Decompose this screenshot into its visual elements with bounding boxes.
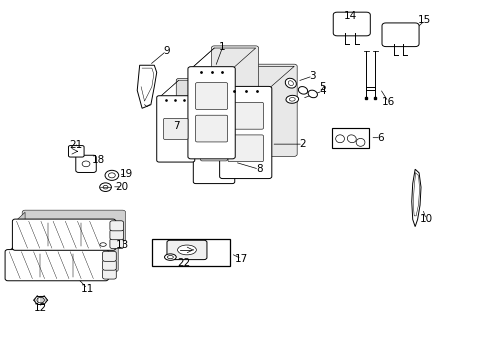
FancyBboxPatch shape — [227, 102, 263, 129]
Polygon shape — [8, 243, 18, 279]
FancyBboxPatch shape — [332, 12, 369, 36]
Text: 1: 1 — [219, 42, 225, 52]
Text: 6: 6 — [377, 133, 384, 143]
FancyBboxPatch shape — [102, 251, 116, 261]
FancyBboxPatch shape — [12, 219, 116, 250]
Text: 13: 13 — [116, 239, 129, 249]
FancyBboxPatch shape — [200, 140, 227, 161]
Ellipse shape — [335, 135, 344, 143]
Bar — [331, 128, 368, 148]
Text: 3: 3 — [309, 71, 315, 81]
Text: 16: 16 — [381, 97, 394, 107]
Ellipse shape — [346, 135, 355, 143]
FancyBboxPatch shape — [163, 118, 187, 139]
Text: 4: 4 — [319, 86, 325, 96]
Text: 11: 11 — [81, 284, 94, 294]
FancyBboxPatch shape — [244, 64, 297, 156]
Text: 9: 9 — [163, 46, 169, 56]
Circle shape — [103, 185, 108, 189]
Ellipse shape — [355, 138, 364, 146]
Ellipse shape — [100, 243, 106, 246]
Polygon shape — [15, 212, 25, 248]
FancyBboxPatch shape — [166, 240, 206, 260]
FancyBboxPatch shape — [227, 135, 263, 162]
FancyBboxPatch shape — [195, 115, 227, 142]
Ellipse shape — [177, 245, 196, 255]
Bar — [152, 239, 229, 266]
Ellipse shape — [97, 241, 109, 248]
Text: 5: 5 — [319, 82, 325, 92]
FancyBboxPatch shape — [219, 86, 271, 179]
Text: 20: 20 — [115, 182, 128, 192]
Circle shape — [100, 183, 111, 192]
FancyBboxPatch shape — [157, 96, 194, 162]
FancyBboxPatch shape — [102, 260, 116, 270]
FancyBboxPatch shape — [110, 230, 123, 240]
Text: 15: 15 — [417, 15, 430, 26]
FancyBboxPatch shape — [76, 155, 96, 172]
Text: 14: 14 — [344, 11, 357, 21]
FancyBboxPatch shape — [110, 221, 123, 231]
Ellipse shape — [289, 98, 295, 101]
Text: 17: 17 — [234, 254, 248, 264]
FancyBboxPatch shape — [381, 23, 418, 46]
FancyBboxPatch shape — [110, 239, 123, 249]
Ellipse shape — [287, 81, 293, 86]
Ellipse shape — [285, 78, 296, 88]
FancyBboxPatch shape — [193, 117, 234, 184]
FancyBboxPatch shape — [187, 67, 235, 159]
Circle shape — [37, 297, 44, 303]
Text: 8: 8 — [255, 164, 262, 174]
FancyBboxPatch shape — [211, 46, 258, 138]
FancyBboxPatch shape — [195, 83, 227, 109]
FancyBboxPatch shape — [213, 99, 255, 166]
Text: 12: 12 — [34, 303, 47, 313]
Circle shape — [105, 170, 119, 180]
Ellipse shape — [167, 256, 173, 259]
Text: 21: 21 — [69, 140, 83, 150]
FancyBboxPatch shape — [5, 249, 108, 281]
FancyBboxPatch shape — [176, 78, 214, 145]
Ellipse shape — [164, 254, 176, 260]
Text: 19: 19 — [120, 168, 133, 179]
FancyBboxPatch shape — [102, 269, 116, 279]
FancyBboxPatch shape — [15, 240, 118, 272]
FancyBboxPatch shape — [22, 210, 125, 241]
Circle shape — [108, 173, 115, 178]
Text: 10: 10 — [419, 215, 432, 224]
Ellipse shape — [307, 90, 317, 98]
Text: 7: 7 — [173, 121, 179, 131]
Polygon shape — [411, 169, 420, 226]
Polygon shape — [137, 65, 157, 108]
Ellipse shape — [298, 86, 307, 94]
Ellipse shape — [285, 95, 298, 103]
Circle shape — [82, 161, 90, 167]
Text: 18: 18 — [91, 155, 104, 165]
Text: 22: 22 — [177, 258, 190, 268]
FancyBboxPatch shape — [68, 145, 84, 157]
Text: 2: 2 — [299, 139, 305, 149]
